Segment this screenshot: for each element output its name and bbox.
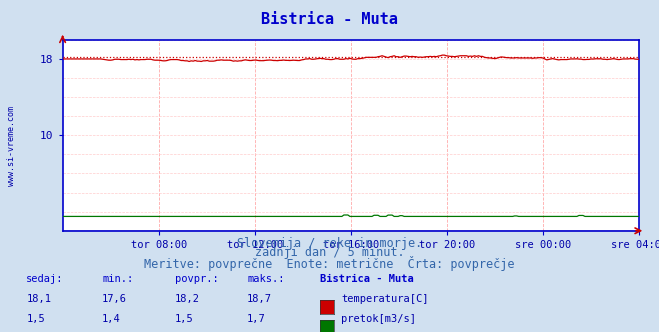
Text: 1,5: 1,5 [175,314,193,324]
Text: maks.:: maks.: [247,274,285,284]
Text: www.si-vreme.com: www.si-vreme.com [7,106,16,186]
Text: 18,7: 18,7 [247,294,272,304]
Text: 1,4: 1,4 [102,314,121,324]
Text: povpr.:: povpr.: [175,274,218,284]
Text: 17,6: 17,6 [102,294,127,304]
Text: Bistrica - Muta: Bistrica - Muta [320,274,413,284]
Text: min.:: min.: [102,274,133,284]
Text: temperatura[C]: temperatura[C] [341,294,429,304]
Text: 18,2: 18,2 [175,294,200,304]
Text: zadnji dan / 5 minut.: zadnji dan / 5 minut. [254,246,405,259]
Text: 1,5: 1,5 [26,314,45,324]
Text: 18,1: 18,1 [26,294,51,304]
Text: sedaj:: sedaj: [26,274,64,284]
Text: 1,7: 1,7 [247,314,266,324]
Text: pretok[m3/s]: pretok[m3/s] [341,314,416,324]
Text: Meritve: povprečne  Enote: metrične  Črta: povprečje: Meritve: povprečne Enote: metrične Črta:… [144,256,515,271]
Text: Bistrica - Muta: Bistrica - Muta [261,12,398,27]
Text: Slovenija / reke in morje.: Slovenija / reke in morje. [237,237,422,250]
